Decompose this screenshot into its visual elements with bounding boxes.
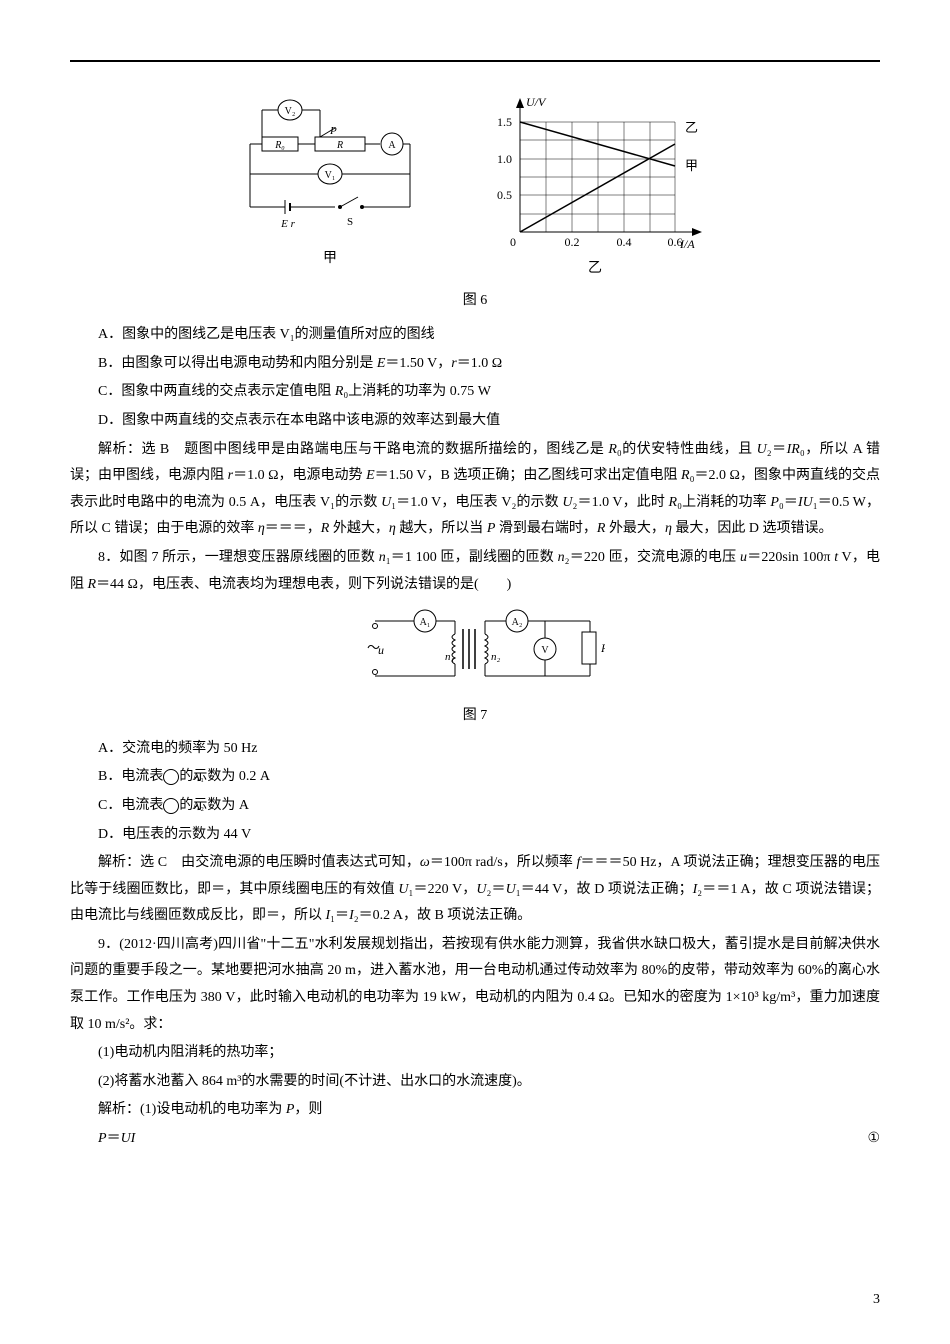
svg-text:S: S bbox=[347, 216, 353, 228]
figure-6-label: 图 6 bbox=[70, 288, 880, 315]
svg-text:U/V: U/V bbox=[526, 95, 547, 109]
svg-text:0.4: 0.4 bbox=[617, 235, 632, 249]
option-8d: D．电压表的示数为 44 V bbox=[70, 822, 880, 849]
svg-text:0.5: 0.5 bbox=[497, 188, 512, 202]
svg-text:R: R bbox=[336, 140, 343, 151]
circuit-caption: 甲 bbox=[323, 246, 337, 273]
svg-text:u: u bbox=[378, 643, 384, 657]
graph-yi: U/V I/A 1.5 1.0 0.5 bbox=[480, 92, 710, 283]
option-6c: C．图象中两直线的交点表示定值电阻 R₀上消耗的功率为 0.75 W bbox=[70, 379, 880, 406]
option-8a: A．交流电的频率为 50 Hz bbox=[70, 736, 880, 763]
figure-7-label: 图 7 bbox=[463, 703, 488, 730]
svg-text:V: V bbox=[541, 645, 549, 656]
svg-text:乙: 乙 bbox=[685, 120, 698, 135]
svg-text:V₁: V₁ bbox=[325, 170, 336, 181]
svg-text:n₂: n₂ bbox=[491, 651, 501, 663]
svg-text:0.6: 0.6 bbox=[668, 235, 683, 249]
top-divider bbox=[70, 60, 880, 62]
analysis-8: 解析：选 C 由交流电源的电压瞬时值表达式可知，ω＝100π rad/s，所以频… bbox=[70, 850, 880, 930]
svg-text:R: R bbox=[600, 641, 605, 655]
q9-part1: (1)电动机内阻消耗的热功率； bbox=[70, 1040, 880, 1067]
option-8b: B．电流表A₁的示数为 0.2 A bbox=[70, 764, 880, 791]
transformer-svg: A₁ A₂ ～ u n₁ n₂ V R bbox=[345, 604, 605, 699]
figure-6-row: V₂ P R₀ R A V₁ E r bbox=[70, 92, 880, 283]
figure-7: A₁ A₂ ～ u n₁ n₂ V R 图 7 bbox=[70, 604, 880, 730]
graph-caption: 乙 bbox=[588, 256, 602, 283]
analysis-9-start: 解析：(1)设电动机的电功率为 P，则 bbox=[70, 1097, 880, 1124]
circuit-diagram-jia: V₂ P R₀ R A V₁ E r bbox=[240, 92, 420, 283]
svg-text:1.0: 1.0 bbox=[497, 152, 512, 166]
analysis-6: 解析：选 B 题图中图线甲是由路端电压与干路电流的数据所描绘的，图线乙是 R₀的… bbox=[70, 437, 880, 543]
option-8c: C．电流表A₂的示数为 A bbox=[70, 793, 880, 820]
svg-text:E r: E r bbox=[280, 218, 295, 230]
svg-text:A: A bbox=[388, 140, 396, 151]
equation-1: P＝UI ① bbox=[70, 1126, 880, 1153]
option-6d: D．图象中两直线的交点表示在本电路中该电源的效率达到最大值 bbox=[70, 408, 880, 435]
question-9: 9．(2012·四川高考)四川省"十二五"水利发展规划指出，若按现有供水能力测算… bbox=[70, 932, 880, 1038]
question-8: 8．如图 7 所示，一理想变压器原线圈的匝数 n₁＝1 100 匝，副线圈的匝数… bbox=[70, 545, 880, 598]
svg-text:A₂: A₂ bbox=[512, 617, 523, 628]
eq1-number: ① bbox=[839, 1126, 880, 1153]
svg-text:A₁: A₁ bbox=[420, 617, 431, 628]
q9-part2: (2)将蓄水池蓄入 864 m³的水需要的时间(不计进、出水口的水流速度)。 bbox=[70, 1069, 880, 1096]
svg-text:甲: 甲 bbox=[685, 158, 698, 173]
svg-text:R₀: R₀ bbox=[274, 140, 285, 151]
svg-text:V₂: V₂ bbox=[285, 106, 296, 117]
svg-text:n₁: n₁ bbox=[445, 651, 455, 663]
circuit-svg: V₂ P R₀ R A V₁ E r bbox=[240, 92, 420, 242]
svg-text:0: 0 bbox=[510, 235, 516, 249]
svg-text:1.5: 1.5 bbox=[497, 115, 512, 129]
option-6a: A．图象中的图线乙是电压表 V₁的测量值所对应的图线 bbox=[70, 322, 880, 349]
svg-text:0.2: 0.2 bbox=[565, 235, 580, 249]
page-number: 3 bbox=[873, 1287, 880, 1314]
option-6b: B．由图象可以得出电源电动势和内阻分别是 E＝1.50 V，r＝1.0 Ω bbox=[70, 351, 880, 378]
graph-svg: U/V I/A 1.5 1.0 0.5 bbox=[480, 92, 710, 252]
